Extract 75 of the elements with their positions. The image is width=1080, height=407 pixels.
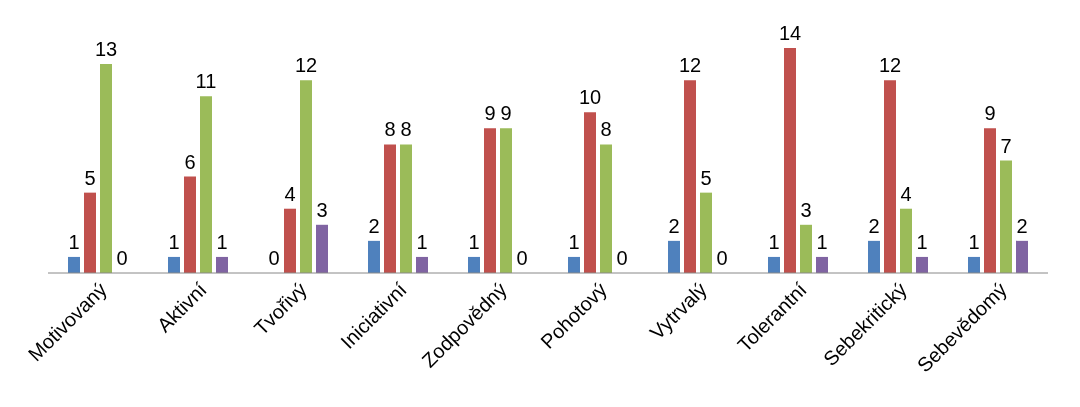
data-label: 2 [868,214,880,237]
bar [684,80,696,273]
data-label: 1 [416,230,428,253]
bar [1000,160,1012,273]
data-label: 5 [700,166,712,189]
data-label: 8 [384,118,396,141]
data-label: 12 [678,54,702,77]
bar [468,256,480,273]
bar [916,256,928,273]
data-label: 1 [916,230,928,253]
bar [300,80,312,273]
data-label: 14 [778,22,802,44]
data-label: 1 [68,230,80,253]
data-label: 10 [578,86,602,109]
bar [184,176,196,273]
data-label: 2 [668,214,680,237]
data-label: 1 [568,230,580,253]
data-label: 0 [516,246,528,269]
data-label: 1 [816,230,828,253]
data-label: 3 [800,198,812,221]
bar [384,144,396,273]
bar [968,256,980,273]
data-label: 12 [294,54,318,77]
bar [84,192,96,273]
data-label: 7 [1000,134,1012,157]
data-label: 9 [984,102,996,125]
bar [800,224,812,273]
data-label: 8 [400,118,412,141]
bar [416,256,428,273]
bar [500,128,512,273]
data-label: 9 [484,102,496,125]
bar [884,80,896,273]
data-label: 1 [216,230,228,253]
bar [784,48,796,273]
data-label: 1 [768,230,780,253]
bar [900,208,912,273]
bar [400,144,412,273]
bar [600,144,612,273]
data-label: 1 [468,230,480,253]
data-label: 6 [184,150,196,173]
bar [984,128,996,273]
bar [1016,240,1028,273]
data-label: 4 [284,182,296,205]
bar [200,96,212,273]
bar [668,240,680,273]
bar [700,192,712,273]
data-label: 0 [268,246,280,269]
data-label: 3 [316,198,328,221]
data-label: 13 [94,38,118,61]
bar [816,256,828,273]
data-label: 4 [900,182,912,205]
data-label: 8 [600,118,612,141]
data-label: 1 [168,230,180,253]
data-label: 2 [368,214,380,237]
data-label: 0 [716,246,728,269]
bar [68,256,80,273]
bar [768,256,780,273]
bar [216,256,228,273]
data-label: 1 [968,230,980,253]
bar [284,208,296,273]
data-label: 5 [84,166,96,189]
bar [100,64,112,273]
bar [168,256,180,273]
data-label: 12 [878,54,902,77]
data-label: 0 [116,246,128,269]
data-label: 11 [195,70,217,93]
bar [484,128,496,273]
bar [316,224,328,273]
bar [568,256,580,273]
bar [584,112,596,273]
data-label: 0 [616,246,628,269]
bar [368,240,380,273]
data-label: 2 [1016,214,1028,237]
bar [868,240,880,273]
data-label: 9 [500,102,512,125]
